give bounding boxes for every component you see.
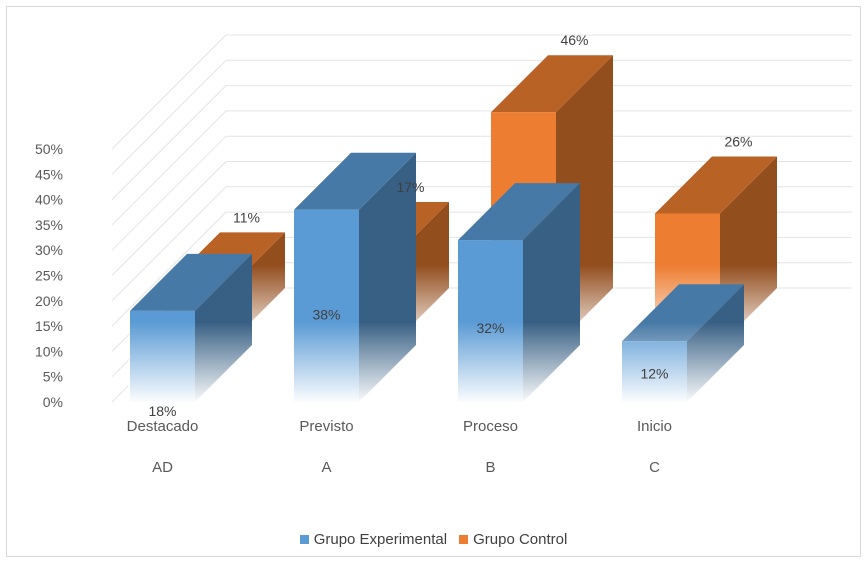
y-tick-label: 35% — [35, 217, 63, 233]
gridline-side — [111, 34, 227, 150]
experimental-series-bars — [128, 152, 746, 404]
experimental-bar-top — [130, 253, 252, 311]
experimental-bar-top — [458, 183, 580, 241]
chart-plot: 0% 5% 10% 15% 20% 25% 30% 35% 40% 45% 50% 11% 18% 17… — [35, 32, 852, 476]
y-tick-label: 25% — [35, 268, 63, 284]
data-label-experimental: 12% — [640, 366, 668, 382]
y-axis-ticks: 0% 5% 10% 15% 20% 25% 30% 35% 40% 45% 50% — [35, 141, 63, 410]
category-code-label: B — [485, 459, 495, 476]
category-code-label: AD — [152, 459, 173, 476]
chart-frame: 0% 5% 10% 15% 20% 25% 30% 35% 40% 45% 50% 11% 18% 17… — [6, 6, 861, 557]
legend-label-experimental: Grupo Experimental — [313, 531, 448, 548]
data-label-control: 17% — [396, 179, 424, 195]
experimental-bar — [128, 253, 254, 404]
y-tick-label: 0% — [43, 394, 63, 410]
data-label-experimental: 18% — [148, 403, 176, 419]
data-labels: 11% 18% 17% 38% 46% 32% 26% 12% — [148, 32, 752, 419]
control-bar-top — [491, 55, 613, 113]
gridline-side — [111, 186, 227, 302]
control-bar-top — [655, 156, 777, 214]
y-tick-label: 50% — [35, 141, 63, 157]
data-label-control: 26% — [724, 133, 752, 149]
experimental-bar-fade — [456, 322, 582, 404]
legend-swatch-control — [459, 535, 469, 544]
gridline-side — [111, 85, 227, 200]
x-axis-categories: Destacado AD Previsto A Proceso B Inicio C — [127, 418, 672, 476]
category-label: Destacado — [127, 418, 199, 435]
data-label-control: 11% — [233, 209, 260, 225]
experimental-bar-fade — [128, 322, 254, 404]
experimental-bar — [620, 284, 746, 404]
y-tick-label: 20% — [35, 293, 63, 309]
gridline-side — [111, 59, 227, 175]
data-label-experimental: 38% — [312, 306, 340, 322]
category-label: Inicio — [637, 418, 672, 435]
experimental-bar-fade — [292, 322, 418, 404]
y-tick-label: 5% — [43, 369, 63, 385]
data-label-control: 46% — [560, 32, 588, 48]
category-code-label: A — [321, 459, 331, 476]
legend-swatch-experimental — [299, 535, 309, 544]
category-code-label: C — [649, 459, 660, 476]
category-label: Proceso — [463, 418, 518, 435]
y-tick-label: 40% — [35, 192, 63, 208]
data-label-experimental: 32% — [476, 320, 504, 336]
experimental-bar-fade — [620, 322, 746, 404]
y-tick-label: 45% — [35, 166, 63, 182]
legend-item-control: Grupo Control — [459, 531, 567, 548]
experimental-bar — [292, 152, 418, 404]
gridline-side — [111, 110, 227, 226]
legend-item-experimental: Grupo Experimental — [299, 531, 448, 548]
y-tick-label: 15% — [35, 318, 63, 334]
gridline-side — [111, 135, 227, 251]
gridline-side — [111, 161, 227, 276]
experimental-bar — [456, 183, 582, 404]
experimental-bar-top — [294, 152, 416, 210]
legend: Grupo Experimental Grupo Control — [7, 531, 860, 548]
category-label: Previsto — [299, 418, 353, 435]
y-tick-label: 10% — [35, 343, 63, 359]
legend-label-control: Grupo Control — [473, 531, 568, 548]
y-tick-label: 30% — [35, 242, 63, 258]
